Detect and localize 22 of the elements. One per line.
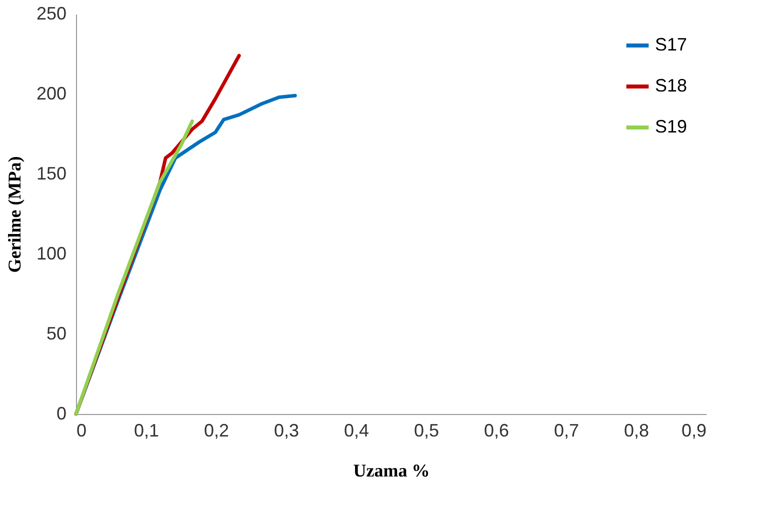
x-tick-label: 0,6	[484, 420, 510, 440]
y-tick-label: 0	[56, 404, 66, 424]
x-tick-label: 0	[76, 420, 87, 440]
x-tick-label: 0,7	[554, 420, 580, 440]
x-tick-label: 0,3	[274, 420, 300, 440]
x-tick-label: 0,5	[414, 420, 440, 440]
y-tick-label: 250	[36, 4, 66, 24]
x-tick-label: 0,4	[344, 420, 370, 440]
legend-label: S18	[655, 76, 688, 96]
y-tick-label: 50	[46, 324, 66, 344]
x-tick-label: 0,1	[134, 420, 160, 440]
line-series	[74, 119, 194, 416]
x-tick-label: 0,8	[624, 420, 650, 440]
x-axis-title: Uzama %	[353, 460, 430, 480]
legend-label: S17	[655, 34, 688, 54]
legend-label: S19	[655, 116, 688, 136]
y-axis-title: Gerilme (MPa)	[4, 156, 24, 273]
y-tick-label: 100	[36, 244, 66, 264]
y-tick-label: 150	[36, 164, 66, 184]
y-tick-label: 200	[36, 84, 66, 104]
x-tick-label: 0,9	[681, 420, 706, 440]
x-tick-label: 0,2	[204, 420, 230, 440]
